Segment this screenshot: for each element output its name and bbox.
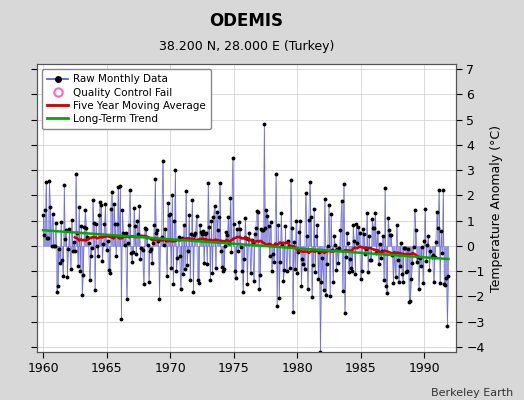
Legend: Raw Monthly Data, Quality Control Fail, Five Year Moving Average, Long-Term Tren: Raw Monthly Data, Quality Control Fail, … <box>42 69 211 129</box>
Text: ODEMIS: ODEMIS <box>209 12 283 30</box>
Y-axis label: Temperature Anomaly (°C): Temperature Anomaly (°C) <box>490 124 503 292</box>
Text: Berkeley Earth: Berkeley Earth <box>431 388 514 398</box>
Text: 38.200 N, 28.000 E (Turkey): 38.200 N, 28.000 E (Turkey) <box>159 40 334 53</box>
